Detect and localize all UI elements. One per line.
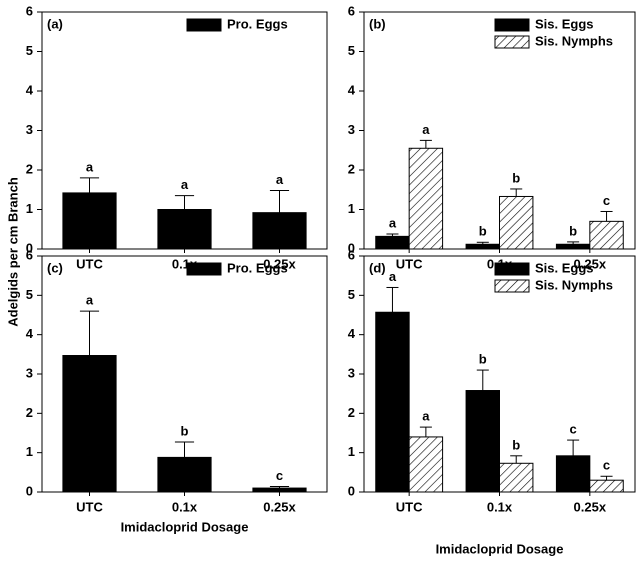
- y-tick-label: 2: [348, 161, 355, 176]
- legend-label: Sis. Eggs: [535, 260, 594, 275]
- x-tick-label: UTC: [76, 256, 103, 271]
- x-tick-label: 0.25x: [263, 499, 296, 514]
- legend-label: Pro. Eggs: [227, 16, 288, 31]
- significance-letter: a: [389, 269, 397, 284]
- bar: [408, 147, 444, 250]
- y-tick-label: 0: [26, 483, 33, 498]
- x-tick-label: 0.25x: [574, 256, 607, 271]
- bar: [589, 220, 624, 250]
- y-tick-label: 5: [26, 43, 33, 58]
- x-tick-label: 0.1x: [172, 499, 198, 514]
- y-tick-label: 5: [26, 287, 33, 302]
- legend-swatch: [494, 279, 530, 293]
- bar: [499, 462, 534, 493]
- bar: [62, 355, 117, 493]
- legend-swatch: [186, 262, 222, 276]
- x-axis-label: Imidacloprid Dosage: [436, 541, 564, 556]
- y-tick-label: 3: [26, 122, 33, 137]
- x-axis-label: Imidacloprid Dosage: [121, 519, 249, 534]
- y-tick-label: 0: [348, 483, 355, 498]
- y-tick-label: 3: [26, 365, 33, 380]
- significance-letter: c: [603, 458, 610, 473]
- significance-letter: c: [276, 468, 283, 483]
- legend-swatch: [494, 262, 530, 276]
- bar: [252, 212, 307, 250]
- bar: [157, 209, 212, 250]
- legend-label: Pro. Eggs: [227, 260, 288, 275]
- y-tick-label: 1: [348, 201, 355, 216]
- y-tick-label: 0: [348, 240, 355, 255]
- significance-letter: a: [86, 159, 94, 174]
- y-tick-label: 0: [26, 240, 33, 255]
- significance-letter: c: [570, 422, 577, 437]
- significance-letter: a: [181, 177, 189, 192]
- bar: [555, 455, 591, 493]
- legend-label: Sis. Nymphs: [535, 277, 613, 292]
- bar: [375, 235, 410, 250]
- legend-swatch: [494, 35, 530, 49]
- y-tick-label: 4: [348, 326, 356, 341]
- legend-swatch: [186, 18, 222, 32]
- y-tick-label: 2: [348, 405, 355, 420]
- x-tick-label: UTC: [396, 499, 423, 514]
- y-tick-label: 6: [348, 3, 355, 18]
- x-tick-label: 0.25x: [574, 499, 607, 514]
- y-tick-label: 3: [348, 365, 355, 380]
- legend-swatch: [494, 18, 530, 32]
- bar: [589, 479, 624, 493]
- bar: [252, 487, 307, 493]
- y-tick-label: 4: [26, 82, 34, 97]
- legend-label: Sis. Nymphs: [535, 33, 613, 48]
- significance-letter: c: [603, 193, 610, 208]
- y-tick-label: 2: [26, 405, 33, 420]
- significance-letter: a: [86, 293, 94, 308]
- bar: [157, 456, 212, 493]
- x-tick-label: UTC: [76, 499, 103, 514]
- significance-letter: b: [181, 423, 189, 438]
- panel-label: (a): [47, 16, 63, 31]
- bar: [62, 192, 117, 250]
- panel-label: (c): [47, 260, 63, 275]
- significance-letter: a: [422, 409, 430, 424]
- y-tick-label: 6: [348, 247, 355, 262]
- significance-letter: a: [389, 215, 397, 230]
- bar: [499, 195, 534, 250]
- panel-label: (b): [369, 16, 386, 31]
- y-tick-label: 4: [26, 326, 34, 341]
- significance-letter: b: [569, 223, 577, 238]
- y-tick-label: 4: [348, 82, 356, 97]
- significance-letter: b: [512, 170, 520, 185]
- y-tick-label: 6: [26, 3, 33, 18]
- significance-letter: b: [479, 352, 487, 367]
- x-tick-label: 0.25x: [263, 256, 296, 271]
- y-axis-label: Adelgids per cm Branch: [5, 177, 20, 327]
- legend-label: Sis. Eggs: [535, 16, 594, 31]
- y-tick-label: 1: [26, 444, 33, 459]
- y-tick-label: 3: [348, 122, 355, 137]
- y-tick-label: 5: [348, 287, 355, 302]
- significance-letter: a: [276, 172, 284, 187]
- bar: [408, 436, 444, 493]
- y-tick-label: 5: [348, 43, 355, 58]
- x-tick-label: UTC: [396, 256, 423, 271]
- x-tick-label: 0.1x: [487, 499, 513, 514]
- y-tick-label: 2: [26, 161, 33, 176]
- bar: [375, 311, 410, 493]
- bar: [465, 243, 500, 250]
- panel-label: (d): [369, 260, 386, 275]
- y-tick-label: 1: [26, 201, 33, 216]
- bar: [555, 243, 591, 250]
- y-tick-label: 6: [26, 247, 33, 262]
- y-tick-label: 1: [348, 444, 355, 459]
- significance-letter: a: [422, 122, 430, 137]
- significance-letter: b: [479, 224, 487, 239]
- bar: [465, 390, 500, 493]
- significance-letter: b: [512, 437, 520, 452]
